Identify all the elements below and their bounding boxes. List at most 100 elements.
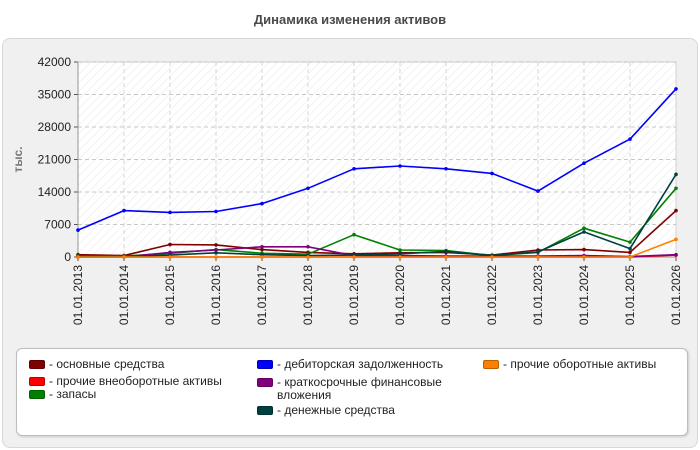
y-tick-label: 7000 bbox=[44, 218, 71, 232]
series-line-5 bbox=[78, 173, 677, 258]
legend-label: - основные средства bbox=[49, 357, 165, 371]
x-tick-label: 01.01.2019 bbox=[347, 265, 361, 325]
series-point-6 bbox=[76, 255, 80, 259]
legend-item-fixed-assets: - основные средства bbox=[29, 358, 164, 371]
x-tick-label: 01.01.2018 bbox=[301, 265, 315, 325]
series-point-6 bbox=[444, 255, 448, 259]
series-point-3 bbox=[76, 228, 80, 232]
legend-swatch bbox=[257, 378, 273, 387]
series-point-2 bbox=[582, 226, 586, 231]
series-point-3 bbox=[352, 166, 356, 171]
legend-label: - дебиторская задолженность bbox=[277, 357, 444, 371]
series-point-4 bbox=[214, 248, 218, 252]
legend-swatch bbox=[483, 360, 499, 369]
series-point-2 bbox=[628, 240, 632, 244]
series-point-3 bbox=[214, 209, 218, 214]
series-point-4 bbox=[168, 250, 172, 255]
legend-label: - прочие оборотные активы bbox=[503, 357, 657, 371]
y-tick-label: 21000 bbox=[38, 153, 72, 167]
legend: - основные средства - прочие внеоборотны… bbox=[16, 348, 688, 436]
series-point-6 bbox=[582, 255, 586, 259]
legend-item-cash: - денежные средства bbox=[257, 404, 395, 417]
legend-swatch bbox=[29, 390, 45, 399]
legend-item-receivables: - дебиторская задолженность bbox=[257, 358, 443, 371]
legend-label: - краткосрочные финансовые вложения bbox=[277, 375, 442, 402]
y-tick-label: 28000 bbox=[38, 120, 72, 134]
x-tick-label: 01.01.2026 bbox=[669, 265, 683, 325]
legend-swatch bbox=[29, 360, 45, 369]
series-point-3 bbox=[536, 189, 540, 193]
series-point-5 bbox=[628, 246, 632, 251]
legend-item-short-term-investments: - краткосрочные финансовые вложения bbox=[257, 376, 457, 402]
series-point-3 bbox=[260, 201, 264, 206]
legend-item-other-current: - прочие оборотные активы bbox=[483, 358, 656, 371]
series-point-5 bbox=[674, 172, 678, 177]
series-point-5 bbox=[214, 251, 218, 255]
series-point-0 bbox=[674, 208, 678, 213]
series-point-6 bbox=[260, 255, 264, 259]
series-point-5 bbox=[398, 251, 402, 256]
x-tick-label: 01.01.2014 bbox=[117, 265, 131, 325]
x-tick-label: 01.01.2022 bbox=[485, 265, 499, 325]
series-point-6 bbox=[352, 255, 356, 259]
series-point-3 bbox=[582, 161, 586, 166]
x-tick-label: 01.01.2020 bbox=[393, 265, 407, 325]
legend-label: - денежные средства bbox=[277, 403, 395, 417]
series-point-2 bbox=[352, 232, 356, 237]
series-point-3 bbox=[398, 164, 402, 168]
x-tick-label: 01.01.2015 bbox=[163, 265, 177, 325]
x-tick-label: 01.01.2024 bbox=[577, 265, 591, 325]
legend-item-other-noncurrent: - прочие внеоборотные активы bbox=[29, 375, 222, 388]
series-point-6 bbox=[536, 255, 540, 259]
series-point-3 bbox=[444, 166, 448, 171]
legend-label: - запасы bbox=[49, 387, 97, 401]
legend-item-inventory: - запасы bbox=[29, 388, 96, 401]
y-tick-label: 42000 bbox=[38, 55, 72, 69]
x-tick-label: 01.01.2023 bbox=[531, 265, 545, 325]
series-point-4 bbox=[674, 252, 678, 257]
y-tick-label: 14000 bbox=[38, 185, 72, 199]
x-tick-label: 01.01.2016 bbox=[209, 265, 223, 325]
series-point-6 bbox=[306, 255, 310, 259]
plot-background-pattern bbox=[78, 62, 676, 257]
series-line-0 bbox=[77, 210, 677, 257]
legend-label: - прочие внеоборотные активы bbox=[49, 374, 222, 388]
series-point-6 bbox=[122, 255, 126, 259]
series-line-3 bbox=[77, 88, 677, 231]
legend-swatch bbox=[29, 377, 45, 386]
x-tick-label: 01.01.2025 bbox=[623, 265, 637, 325]
series-point-6 bbox=[398, 255, 402, 259]
series-point-3 bbox=[674, 87, 678, 91]
series-point-6 bbox=[214, 255, 218, 259]
y-tick-label: 0 bbox=[64, 250, 71, 264]
series-point-4 bbox=[260, 244, 264, 249]
y-axis-label: тыс. bbox=[11, 146, 25, 172]
series-line-4 bbox=[78, 246, 677, 258]
series-point-6 bbox=[674, 237, 678, 242]
series-point-5 bbox=[536, 250, 540, 254]
series-point-6 bbox=[490, 255, 494, 259]
series-point-3 bbox=[168, 210, 172, 215]
series-point-3 bbox=[490, 171, 494, 176]
series-line-6 bbox=[78, 238, 677, 258]
series-point-5 bbox=[582, 230, 586, 234]
chart-title: Динамика изменения активов bbox=[253, 12, 447, 27]
legend-swatch bbox=[257, 406, 273, 415]
series-point-0 bbox=[214, 243, 218, 247]
series-point-3 bbox=[628, 137, 632, 141]
series-point-0 bbox=[628, 250, 632, 255]
series-point-0 bbox=[168, 242, 172, 247]
series-point-4 bbox=[306, 244, 310, 249]
x-tick-label: 01.01.2013 bbox=[71, 265, 85, 325]
series-point-6 bbox=[628, 255, 632, 259]
series-point-3 bbox=[306, 186, 310, 191]
y-tick-label: 35000 bbox=[38, 88, 72, 102]
series-point-0 bbox=[582, 247, 586, 252]
series-point-5 bbox=[444, 249, 448, 254]
series-point-2 bbox=[398, 248, 402, 252]
series-point-2 bbox=[674, 186, 678, 191]
x-tick-label: 01.01.2017 bbox=[255, 265, 269, 325]
x-tick-label: 01.01.2021 bbox=[439, 265, 453, 325]
series-point-3 bbox=[122, 208, 126, 213]
